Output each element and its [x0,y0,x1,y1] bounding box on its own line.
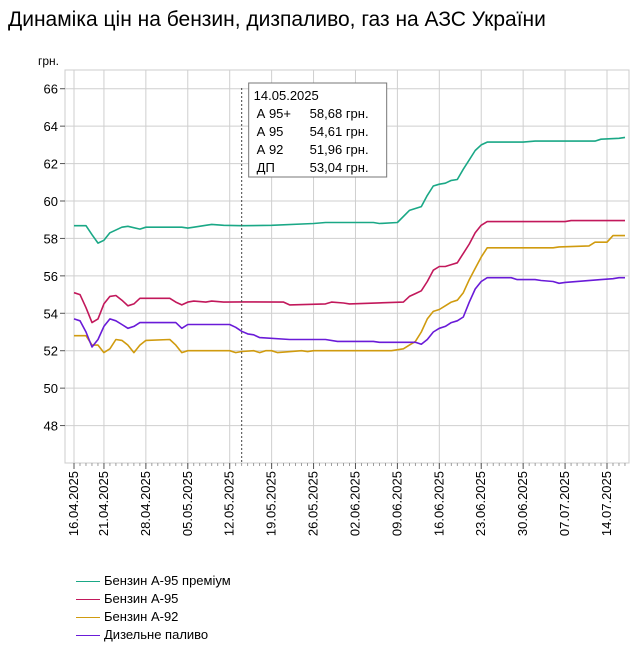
series-line [73,219,625,324]
y-axis-label: грн. [38,54,59,68]
chart-title: Динаміка цін на бензин, дизпаливо, газ н… [8,8,546,31]
x-tick-label: 12.05.2025 [222,471,237,536]
tooltip-label: А 95+ [257,106,291,121]
grid-layer [64,69,630,464]
series-layer [73,136,626,354]
x-tick-label: 19.05.2025 [264,471,279,536]
x-tick-label: 16.04.2025 [66,471,81,536]
y-tick-label: 58 [44,231,58,246]
x-tick-label: 30.06.2025 [515,471,530,536]
tooltip-value: 54,61 грн. [310,124,369,139]
legend-swatch [76,634,100,636]
legend-label: Бензин А-95 [104,591,179,606]
series-line [73,276,625,348]
tooltip-label: ДП [257,160,275,175]
x-tick-label: 28.04.2025 [138,471,153,536]
legend-swatch [76,580,100,582]
legend-swatch [76,616,100,618]
x-tick-label: 09.06.2025 [389,471,404,536]
y-tick-label: 56 [44,269,58,284]
x-tick-label: 05.05.2025 [180,471,195,536]
legend-item: Бензин А-95 преміум [76,572,231,590]
legend-swatch [76,598,100,600]
y-tick-label: 52 [44,344,58,359]
tooltip-value: 51,96 грн. [310,142,369,157]
legend-item: Дизельне паливо [76,626,231,644]
series-line [74,136,626,244]
x-tick-label: 14.07.2025 [599,471,614,536]
y-tick-label: 62 [44,157,58,172]
x-tick-label: 07.07.2025 [557,471,572,536]
tooltip-label: А 92 [257,142,284,157]
y-tick-label: 50 [44,381,58,396]
tooltip-layer: 14.05.2025 А 95+ 58,68 грн. А 95 54,61 грн. А… [241,82,388,463]
y-tick-label: 64 [44,119,58,134]
y-tick-label: 60 [44,194,58,209]
legend-item: Бензин А-92 [76,608,231,626]
series-line [74,234,625,354]
x-tick-label: 26.05.2025 [306,471,321,536]
tooltip-label: А 95 [257,124,284,139]
y-tick-label: 48 [44,419,58,434]
tooltip-value: 53,04 грн. [310,160,369,175]
x-tick-label: 21.04.2025 [96,471,111,536]
y-tick-label: 54 [44,306,58,321]
plot-area [64,69,630,464]
legend-label: Бензин А-92 [104,609,179,624]
axis-layer: 66 64 62 60 58 56 54 52 50 48 грн. 16.04.2025 21.04.… [38,54,626,536]
legend-label: Бензин А-95 преміум [104,573,231,588]
legend-item: Бензин А-95 [76,590,231,608]
x-tick-label: 23.06.2025 [473,471,488,536]
x-tick-label: 02.06.2025 [347,471,362,536]
y-tick-label: 66 [44,82,58,97]
x-tick-label: 16.06.2025 [431,471,446,536]
tooltip-value: 58,68 грн. [310,106,369,121]
tooltip-box [248,82,388,178]
legend: Бензин А-95 преміум Бензин А-95 Бензин А-9… [76,572,231,644]
tooltip-date: 14.05.2025 [254,88,319,103]
legend-label: Дизельне паливо [104,627,209,642]
